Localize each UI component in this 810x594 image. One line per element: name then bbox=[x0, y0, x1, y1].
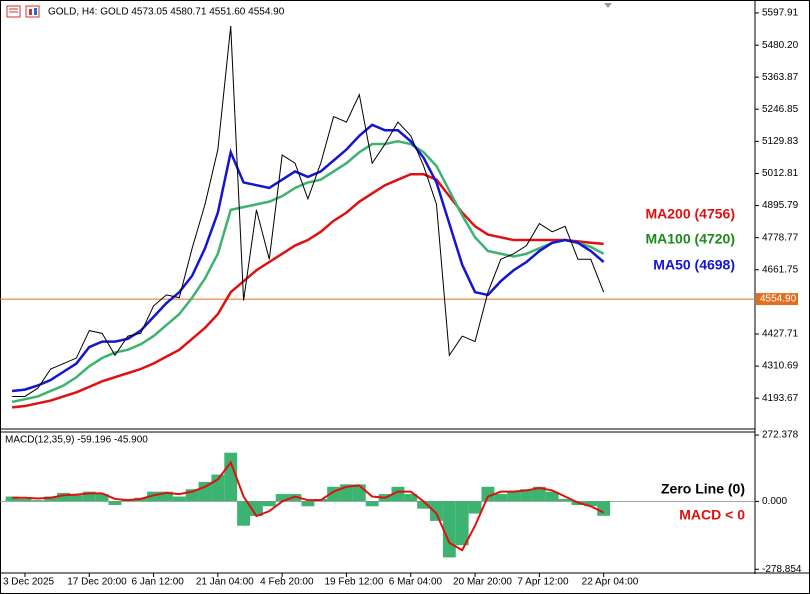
annotation: MA50 (4698) bbox=[653, 257, 735, 273]
y-tick-label: 272.378 bbox=[762, 430, 799, 441]
series-line bbox=[11, 123, 605, 393]
toolbar-icons bbox=[6, 5, 40, 18]
x-tick-label: 7 Apr 12:00 bbox=[517, 577, 569, 588]
histogram-bar bbox=[275, 494, 289, 502]
histogram-bar bbox=[391, 486, 405, 502]
y-tick-label: 4895.79 bbox=[762, 200, 799, 211]
histogram-bar bbox=[224, 452, 238, 502]
x-tick-label: 19 Feb 12:00 bbox=[324, 577, 383, 588]
y-tick-label: 5129.83 bbox=[762, 136, 799, 147]
histogram-bar bbox=[545, 491, 559, 502]
series-line bbox=[11, 172, 604, 409]
histogram-bar bbox=[31, 500, 45, 502]
histogram-bar bbox=[507, 491, 521, 502]
annotation: Zero Line (0) bbox=[661, 481, 745, 497]
x-tick-label: 20 Mar 20:00 bbox=[453, 577, 512, 588]
x-tick-label: 6 Mar 04:00 bbox=[389, 577, 443, 588]
x-tick-label: 4 Feb 20:00 bbox=[260, 577, 314, 588]
histogram-bar bbox=[159, 491, 173, 502]
histogram-bar bbox=[520, 489, 533, 502]
annotation: MA200 (4756) bbox=[646, 206, 736, 222]
indicator-title: MACD(12,35,9) -59.196 -45.900 bbox=[5, 435, 148, 446]
histogram-bar bbox=[301, 501, 315, 507]
histogram-bar bbox=[597, 501, 611, 516]
histogram-bar bbox=[82, 491, 96, 502]
histogram-bar bbox=[262, 501, 276, 507]
histogram-bar bbox=[18, 498, 32, 502]
y-tick-label: 5597.91 bbox=[762, 8, 799, 19]
histogram-bar bbox=[108, 501, 122, 506]
y-tick-label: 4661.75 bbox=[762, 264, 799, 275]
histogram-bar bbox=[532, 486, 546, 502]
histogram-bar bbox=[404, 494, 418, 502]
histogram-bar bbox=[468, 501, 482, 514]
histogram-bar bbox=[481, 486, 495, 502]
y-tick-label: 5246.85 bbox=[762, 104, 799, 115]
y-tick-label: 5480.20 bbox=[762, 40, 799, 51]
histogram-bar bbox=[430, 501, 443, 521]
y-tick-label: 5363.87 bbox=[762, 72, 799, 83]
y-tick-label: -278.854 bbox=[762, 564, 802, 575]
histogram-bar bbox=[57, 492, 70, 502]
histogram-bar bbox=[237, 501, 251, 526]
series-line bbox=[11, 140, 605, 404]
annotation: MACD < 0 bbox=[679, 507, 745, 523]
series-line bbox=[12, 460, 605, 552]
histogram-bar bbox=[558, 498, 572, 502]
histogram-bar bbox=[494, 494, 508, 502]
histogram-bar bbox=[365, 501, 379, 507]
x-tick-label: 17 Dec 20:00 bbox=[67, 577, 127, 588]
x-tick-label: 21 Jan 04:00 bbox=[196, 577, 254, 588]
price-label-box bbox=[756, 293, 798, 306]
histogram-bar bbox=[44, 496, 58, 502]
y-tick-label: 4778.77 bbox=[762, 232, 799, 243]
annotation: MA100 (4720) bbox=[646, 231, 736, 247]
y-tick-label: 4193.67 bbox=[762, 393, 799, 404]
scroll-marker[interactable] bbox=[604, 3, 612, 8]
histogram-bar bbox=[455, 501, 469, 546]
y-tick-label: 0.000 bbox=[762, 496, 787, 507]
histogram-bar bbox=[442, 501, 456, 558]
icon-bar bbox=[29, 9, 32, 15]
y-tick-label: 4427.71 bbox=[762, 329, 799, 340]
price-label: 4554.90 bbox=[760, 294, 797, 305]
histogram-bar bbox=[69, 495, 83, 502]
histogram-bar bbox=[95, 494, 109, 502]
series-line bbox=[12, 25, 605, 397]
y-tick-label: 4310.69 bbox=[762, 361, 799, 372]
histogram-bar bbox=[584, 501, 598, 507]
y-tick-label: 5012.81 bbox=[762, 168, 799, 179]
histogram-bar bbox=[417, 501, 431, 509]
x-tick-label: 22 Apr 04:00 bbox=[582, 577, 639, 588]
icon-bar bbox=[34, 8, 37, 15]
histogram-bar bbox=[288, 494, 302, 502]
chart-title: GOLD, H4: GOLD 4573.05 4580.71 4551.60 4… bbox=[48, 7, 285, 18]
histogram-bar bbox=[147, 491, 160, 502]
histogram-bar bbox=[5, 496, 19, 502]
icon[interactable] bbox=[25, 5, 40, 18]
x-tick-label: 3 Dec 2025 bbox=[3, 577, 55, 588]
histogram-bar bbox=[172, 496, 186, 502]
x-tick-label: 6 Jan 12:00 bbox=[132, 577, 185, 588]
histogram-bar bbox=[198, 481, 212, 502]
